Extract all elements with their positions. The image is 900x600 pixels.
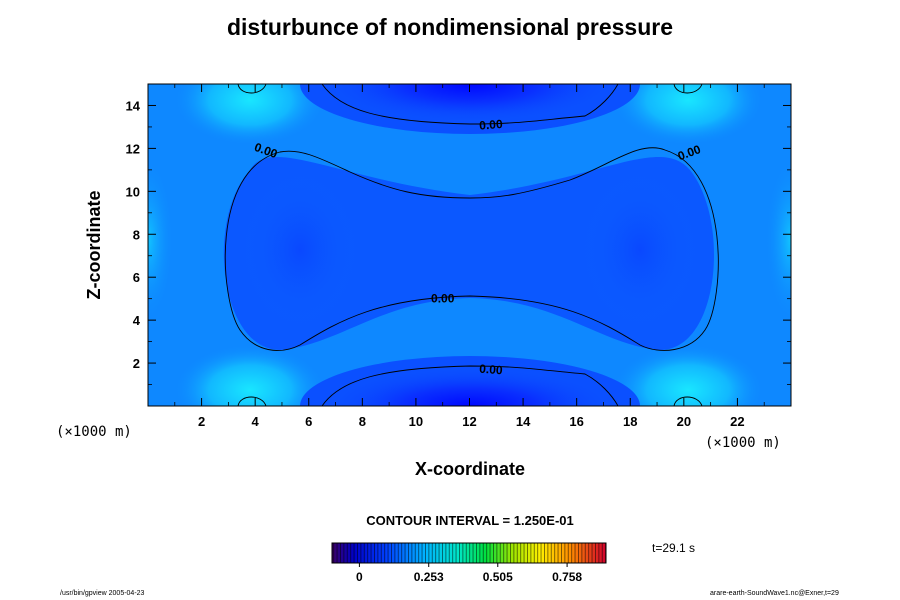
x-axis: 2 4 6 8 10 12 14 16 18 20 22 — [174, 84, 765, 429]
chart-title: disturbunce of nondimensional pressure — [226, 14, 673, 40]
x-tick-label: 22 — [730, 414, 744, 429]
contour-label: 0.00 — [479, 117, 504, 133]
y-axis: 2 4 6 8 10 12 14 — [126, 98, 791, 385]
x-axis-label: X-coordinate — [414, 459, 525, 479]
y-tick-label: 6 — [133, 270, 140, 285]
x-tick-label: 4 — [252, 414, 260, 429]
x-tick-label: 14 — [516, 414, 531, 429]
contour-labels: 0.000.00 0.000.000.00 — [253, 117, 703, 377]
contour-label: 0.00 — [431, 292, 455, 306]
x-tick-label: 6 — [305, 414, 312, 429]
y-axis-label: Z-coordinate — [84, 190, 104, 299]
y-tick-label: 12 — [126, 141, 140, 156]
x-tick-label: 10 — [409, 414, 423, 429]
colorbar-stripes — [332, 543, 606, 563]
contour-field — [148, 84, 791, 406]
colorbar-tick-label: 0.505 — [483, 570, 513, 584]
contour-interval-label: CONTOUR INTERVAL = 1.250E-01 — [366, 513, 574, 528]
colorbar-ticks: 0 0.253 0.505 0.758 — [356, 563, 582, 584]
footer-right-text: arare-earth-SoundWave1.nc@Exner,t=29 — [710, 590, 839, 597]
colorbar-tick-label: 0.253 — [414, 570, 444, 584]
colorbar: 0 0.253 0.505 0.758 — [331, 542, 607, 584]
y-tick-label: 4 — [133, 313, 141, 328]
y-tick-label: 8 — [133, 227, 140, 242]
x-unit-label: (×1000 m) — [56, 424, 132, 440]
x-tick-label: 12 — [462, 414, 476, 429]
y-tick-label: 10 — [126, 184, 140, 199]
x-tick-label: 2 — [198, 414, 205, 429]
x-tick-label: 18 — [623, 414, 637, 429]
z-unit-label: (×1000 m) — [705, 435, 781, 451]
footer-left-text: /usr/bin/gpview 2005-04-23 — [60, 590, 145, 597]
y-tick-label: 2 — [133, 356, 140, 371]
colorbar-tick-label: 0.758 — [552, 570, 582, 584]
y-tick-label: 14 — [126, 98, 141, 113]
x-tick-label: 8 — [359, 414, 366, 429]
colorbar-tick-label: 0 — [356, 570, 363, 584]
x-tick-label: 16 — [569, 414, 583, 429]
contour-label: 0.00 — [479, 362, 504, 378]
x-tick-label: 20 — [677, 414, 691, 429]
time-label: t=29.1 s — [652, 541, 696, 555]
colorbar-frame — [331, 542, 607, 564]
